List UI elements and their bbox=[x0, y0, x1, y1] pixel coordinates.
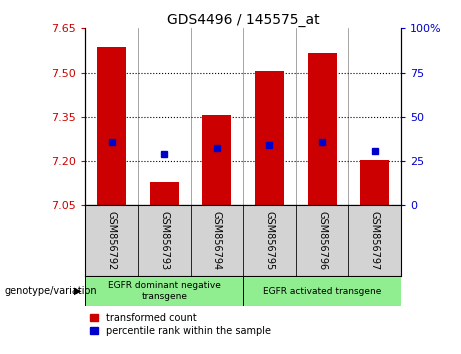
Text: GSM856793: GSM856793 bbox=[159, 211, 169, 270]
Bar bbox=[85, 276, 243, 306]
Bar bbox=[255, 71, 284, 205]
Bar bbox=[202, 115, 231, 205]
Text: ▶: ▶ bbox=[74, 286, 81, 296]
Text: GSM856795: GSM856795 bbox=[265, 211, 274, 270]
Text: GSM856792: GSM856792 bbox=[106, 211, 117, 270]
Bar bbox=[307, 53, 337, 205]
Bar bbox=[97, 47, 126, 205]
Text: EGFR dominant negative
transgene: EGFR dominant negative transgene bbox=[108, 281, 221, 301]
Bar bbox=[85, 205, 138, 276]
Bar bbox=[150, 182, 179, 205]
Text: GSM856797: GSM856797 bbox=[370, 211, 380, 270]
Bar bbox=[349, 205, 401, 276]
Text: GSM856794: GSM856794 bbox=[212, 211, 222, 270]
Text: genotype/variation: genotype/variation bbox=[5, 286, 97, 296]
Text: GSM856796: GSM856796 bbox=[317, 211, 327, 270]
Title: GDS4496 / 145575_at: GDS4496 / 145575_at bbox=[167, 13, 319, 27]
Bar bbox=[243, 205, 296, 276]
Text: EGFR activated transgene: EGFR activated transgene bbox=[263, 287, 381, 296]
Bar bbox=[361, 160, 389, 205]
Bar bbox=[243, 276, 401, 306]
Bar bbox=[138, 205, 190, 276]
Legend: transformed count, percentile rank within the sample: transformed count, percentile rank withi… bbox=[90, 313, 271, 336]
Bar bbox=[190, 205, 243, 276]
Bar bbox=[296, 205, 349, 276]
